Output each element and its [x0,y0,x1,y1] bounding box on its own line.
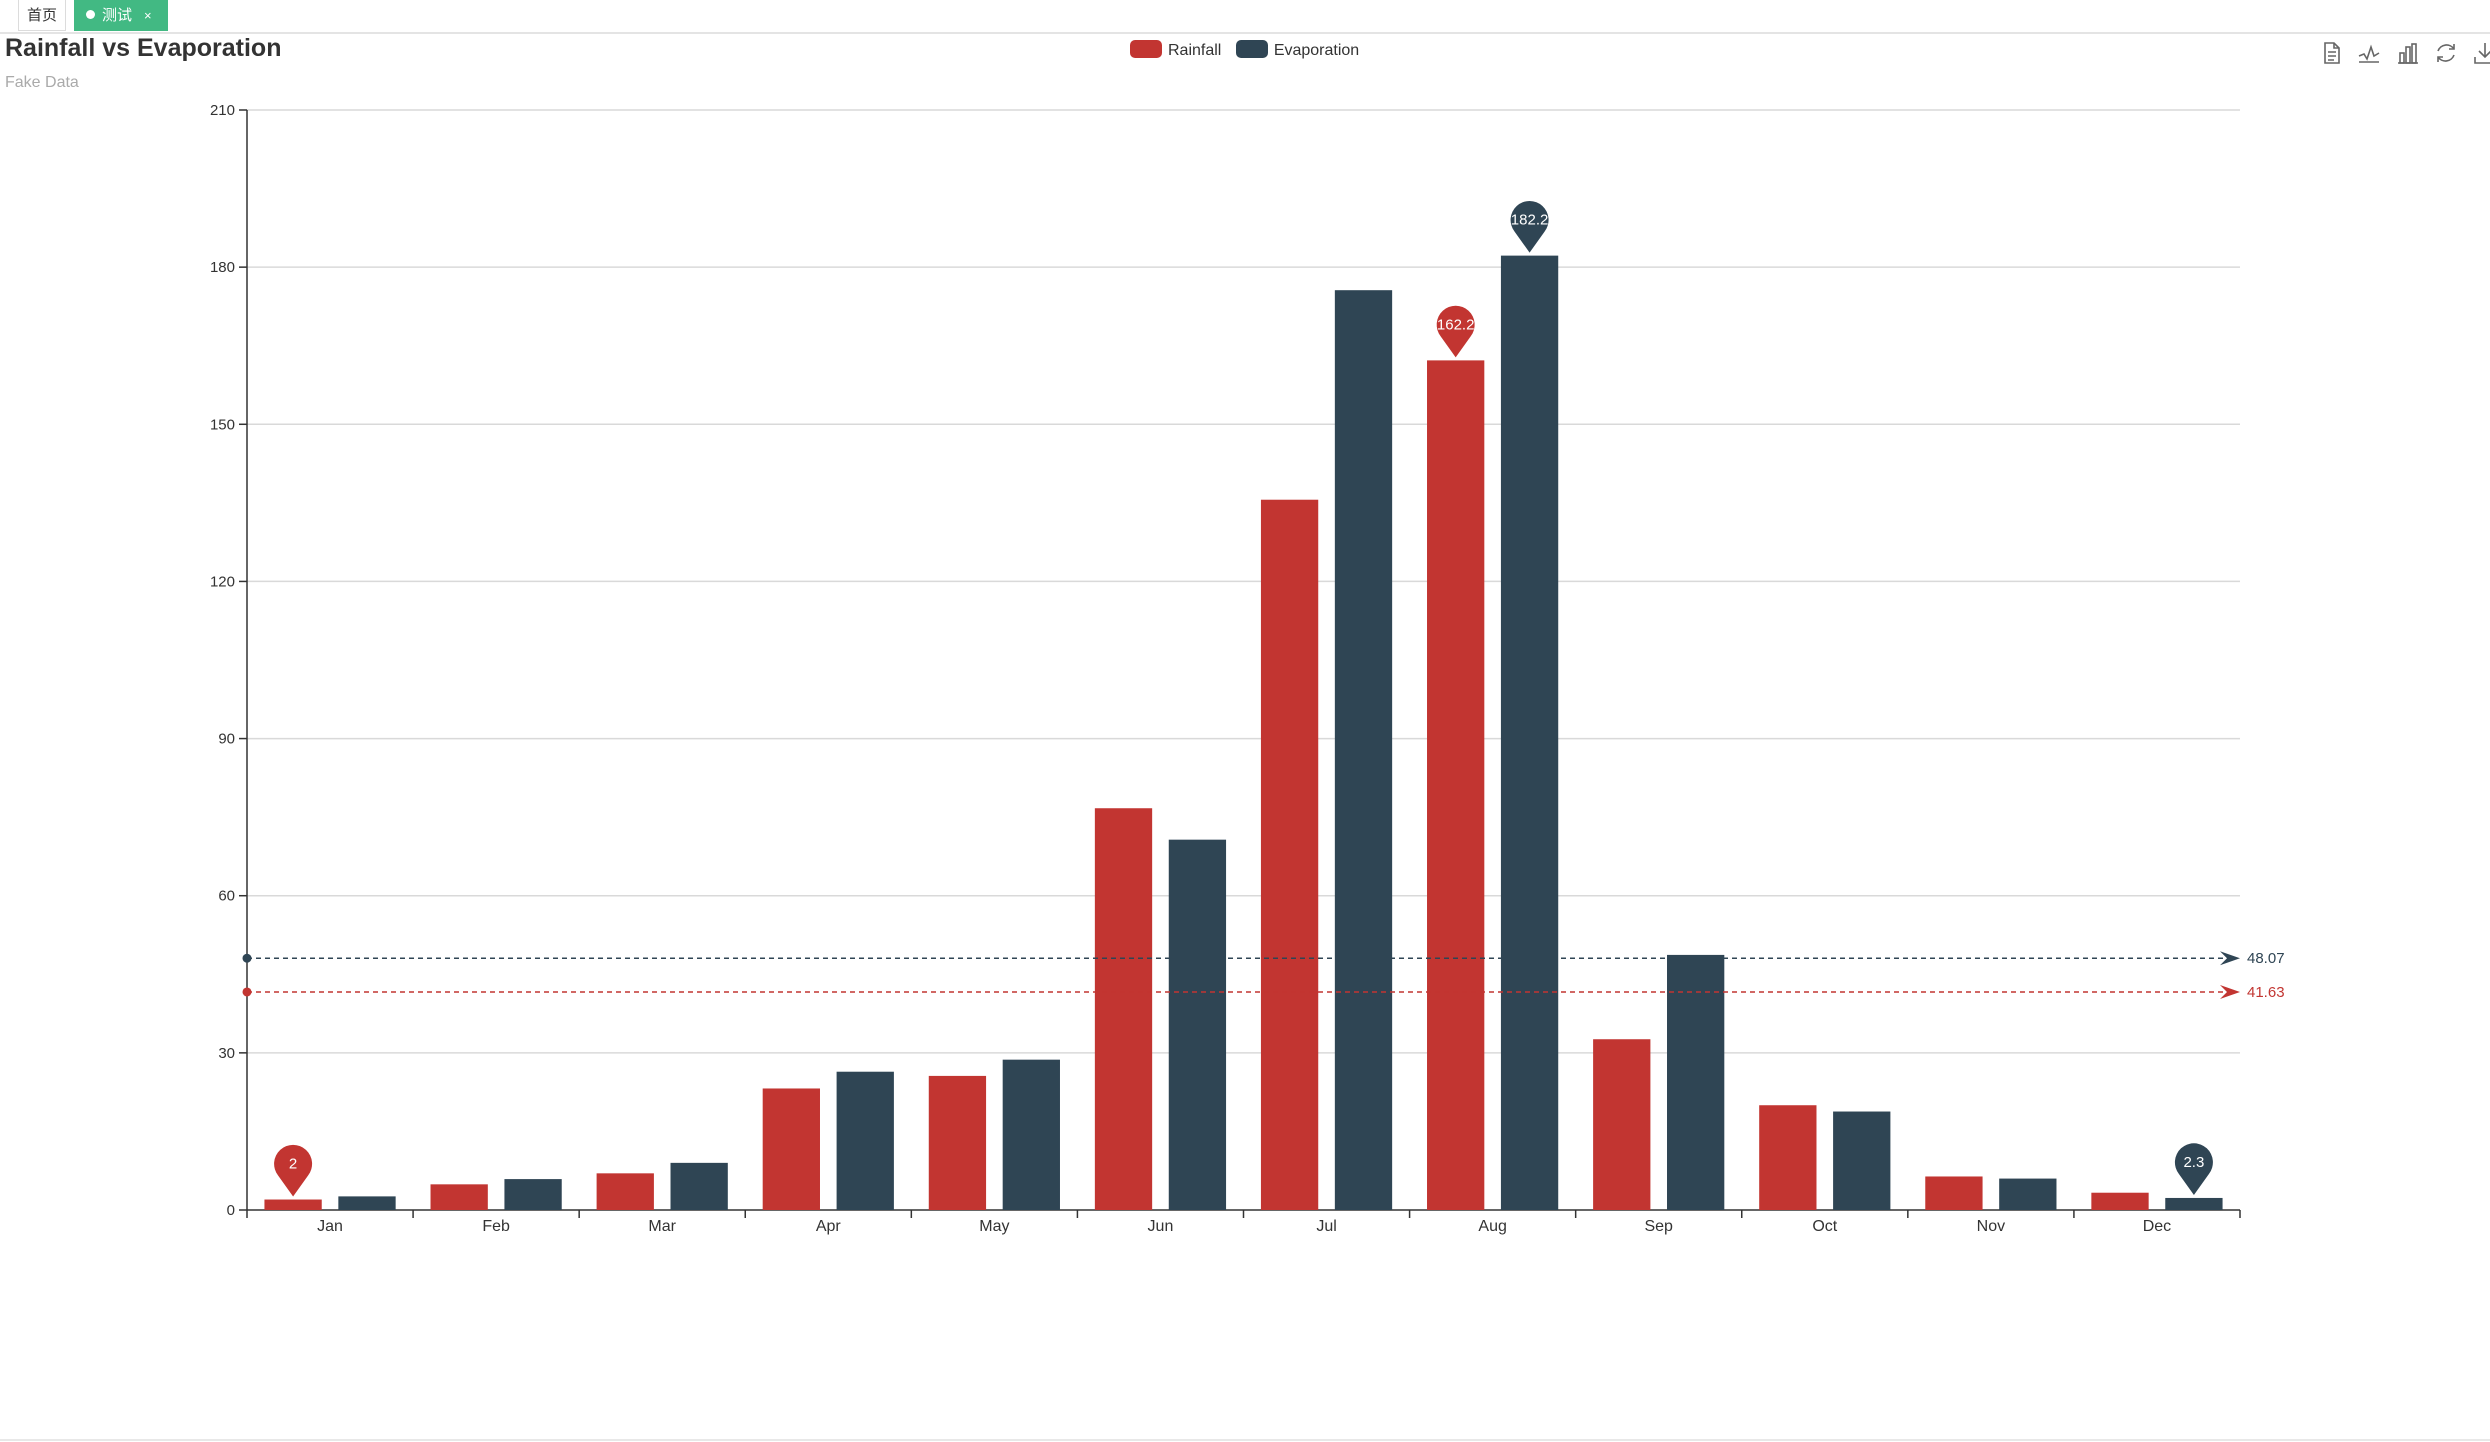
bar-evaporation-nov [1999,1178,2057,1210]
bar-evaporation-jun [1168,839,1227,1210]
bar-rainfall-dec [2091,1192,2149,1210]
bar-rainfall-feb [430,1184,488,1210]
tab-bar: 首页 测试 × [0,0,2490,34]
restore-icon[interactable] [2433,40,2459,66]
legend-item-rainfall[interactable]: Rainfall [1130,40,1221,60]
markline-arrow-icon [2220,951,2240,966]
footer-divider [0,1439,2490,1441]
markpoint-pin-icon [2174,1143,2213,1195]
tab-test-label: 测试 [102,7,133,24]
save-image-icon[interactable] [2472,40,2490,66]
x-tick-label-apr: Apr [816,1218,842,1235]
legend-label-evaporation: Evaporation [1273,42,1360,59]
x-tick-label-may: May [979,1218,1009,1235]
bar-rainfall-oct [1759,1105,1817,1210]
bar-rainfall-aug [1427,360,1485,1210]
bar-chart-icon[interactable] [2395,40,2421,66]
x-tick-label-aug: Aug [1478,1218,1506,1235]
chart-title: Rainfall vs Evaporation [5,34,282,62]
x-tick-label-dec: Dec [2143,1218,2171,1235]
y-tick-label: 150 [210,416,235,433]
legend-swatch-rainfall [1130,40,1162,58]
bar-rainfall-may [928,1075,987,1210]
markpoint-label: 162.2 [1437,316,1475,333]
bar-rainfall-nov [1925,1176,1983,1210]
tab-home[interactable]: 首页 [18,0,66,31]
data-view-icon[interactable] [2318,40,2344,66]
bar-evaporation-may [1002,1059,1060,1210]
tab-test[interactable]: 测试 × [74,0,168,31]
markpoint-pin-icon [1436,305,1475,358]
markpoint-label: 182.2 [1511,212,1549,229]
bar-evaporation-mar [670,1162,728,1210]
markpoint-pin-icon [274,1144,313,1197]
bar-evaporation-apr [836,1071,894,1210]
legend-label-rainfall: Rainfall [1168,42,1222,59]
x-tick-label-jul: Jul [1316,1218,1336,1235]
x-tick-label-sep: Sep [1644,1218,1673,1235]
y-tick-label: 60 [218,888,235,905]
x-tick-label-oct: Oct [1812,1218,1837,1235]
chart-toolbox [2318,40,2490,68]
x-tick-label-jan: Jan [317,1218,343,1235]
y-tick-label: 120 [210,573,235,590]
x-tick-label-jun: Jun [1148,1218,1174,1235]
bar-rainfall-sep [1593,1039,1651,1210]
markline-start-dot [242,987,252,997]
markpoint-label: 2.3 [2183,1154,2204,1171]
bar-rainfall-jan [264,1199,322,1210]
bar-evaporation-oct [1833,1111,1891,1210]
x-tick-label-feb: Feb [482,1218,510,1235]
bar-evaporation-jul [1334,290,1393,1210]
bar-rainfall-apr [762,1088,820,1210]
markline-label-rainfall: 41.63 [2247,984,2285,1001]
active-dot-icon [86,10,95,19]
chart-subtitle: Fake Data [5,74,79,91]
markline-start-dot [242,953,252,963]
x-tick-label-mar: Mar [648,1218,676,1235]
bar-evaporation-jan [338,1196,396,1210]
y-tick-label: 90 [218,731,235,748]
bar-evaporation-dec [2165,1197,2223,1210]
legend-swatch-evaporation [1235,40,1268,58]
close-icon[interactable]: × [144,8,152,23]
markpoint-label: 2 [289,1156,297,1173]
x-tick-label-nov: Nov [1977,1218,2005,1235]
y-tick-label: 0 [227,1202,235,1219]
markline-label-evaporation: 48.07 [2247,950,2285,967]
legend-item-evaporation[interactable]: Evaporation [1235,40,1360,60]
bar-evaporation-feb [504,1179,562,1210]
y-tick-label: 30 [218,1045,235,1062]
bar-rainfall-jul [1260,499,1319,1210]
y-tick-label: 210 [210,102,235,119]
line-chart-icon[interactable] [2356,40,2382,66]
markline-arrow-icon [2220,984,2240,999]
markpoint-pin-icon [1510,200,1549,253]
y-tick-label: 180 [210,259,235,276]
chart-legend: Rainfall Evaporation [1130,40,1369,62]
bar-rainfall-jun [1094,808,1153,1210]
bar-evaporation-sep [1667,954,1725,1210]
bar-evaporation-aug [1500,255,1559,1211]
bar-rainfall-mar [596,1173,654,1210]
